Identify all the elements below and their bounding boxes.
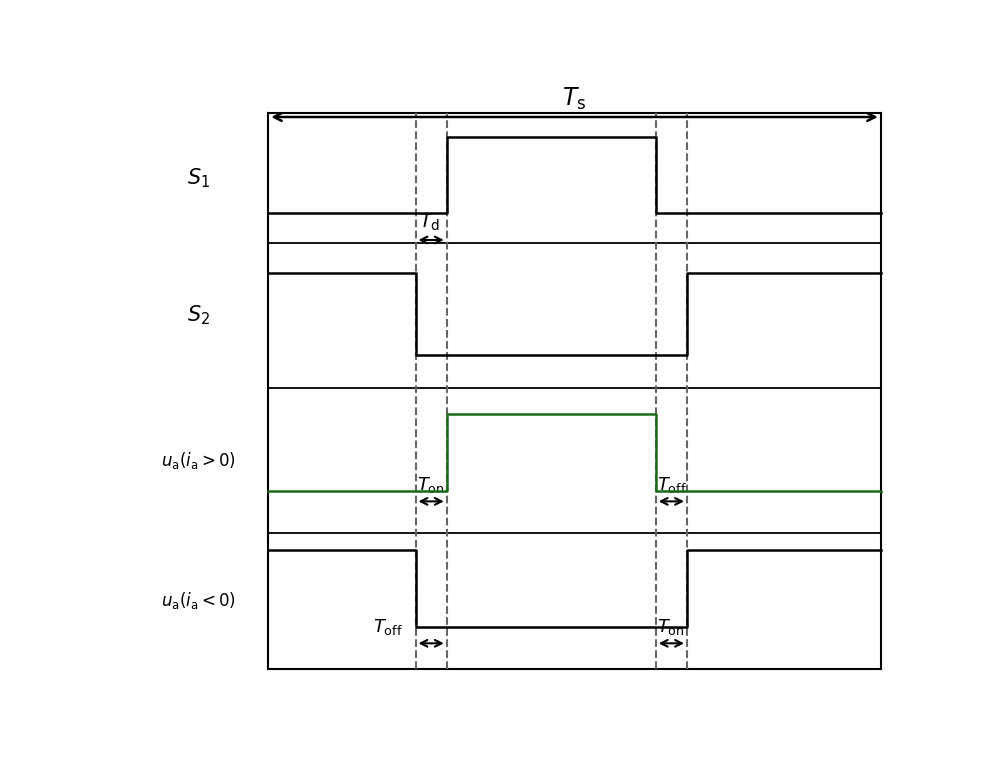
Text: $T_{\rm on}$: $T_{\rm on}$	[417, 475, 445, 495]
Text: $u_{\rm a}(i_{\rm a}{<}0)$: $u_{\rm a}(i_{\rm a}{<}0)$	[161, 591, 236, 611]
Text: $T_{\rm off}$: $T_{\rm off}$	[657, 475, 687, 495]
Text: $T_{\rm d}$: $T_{\rm d}$	[419, 212, 440, 233]
Text: $T_{\rm s}$: $T_{\rm s}$	[562, 86, 587, 112]
Text: $T_{\rm on}$: $T_{\rm on}$	[657, 617, 685, 637]
Text: $T_{\rm off}$: $T_{\rm off}$	[373, 617, 403, 637]
Text: $S_1$: $S_1$	[187, 166, 210, 190]
Text: $u_{\rm a}(i_{\rm a}{>}0)$: $u_{\rm a}(i_{\rm a}{>}0)$	[161, 450, 236, 471]
Text: $S_2$: $S_2$	[187, 303, 210, 327]
